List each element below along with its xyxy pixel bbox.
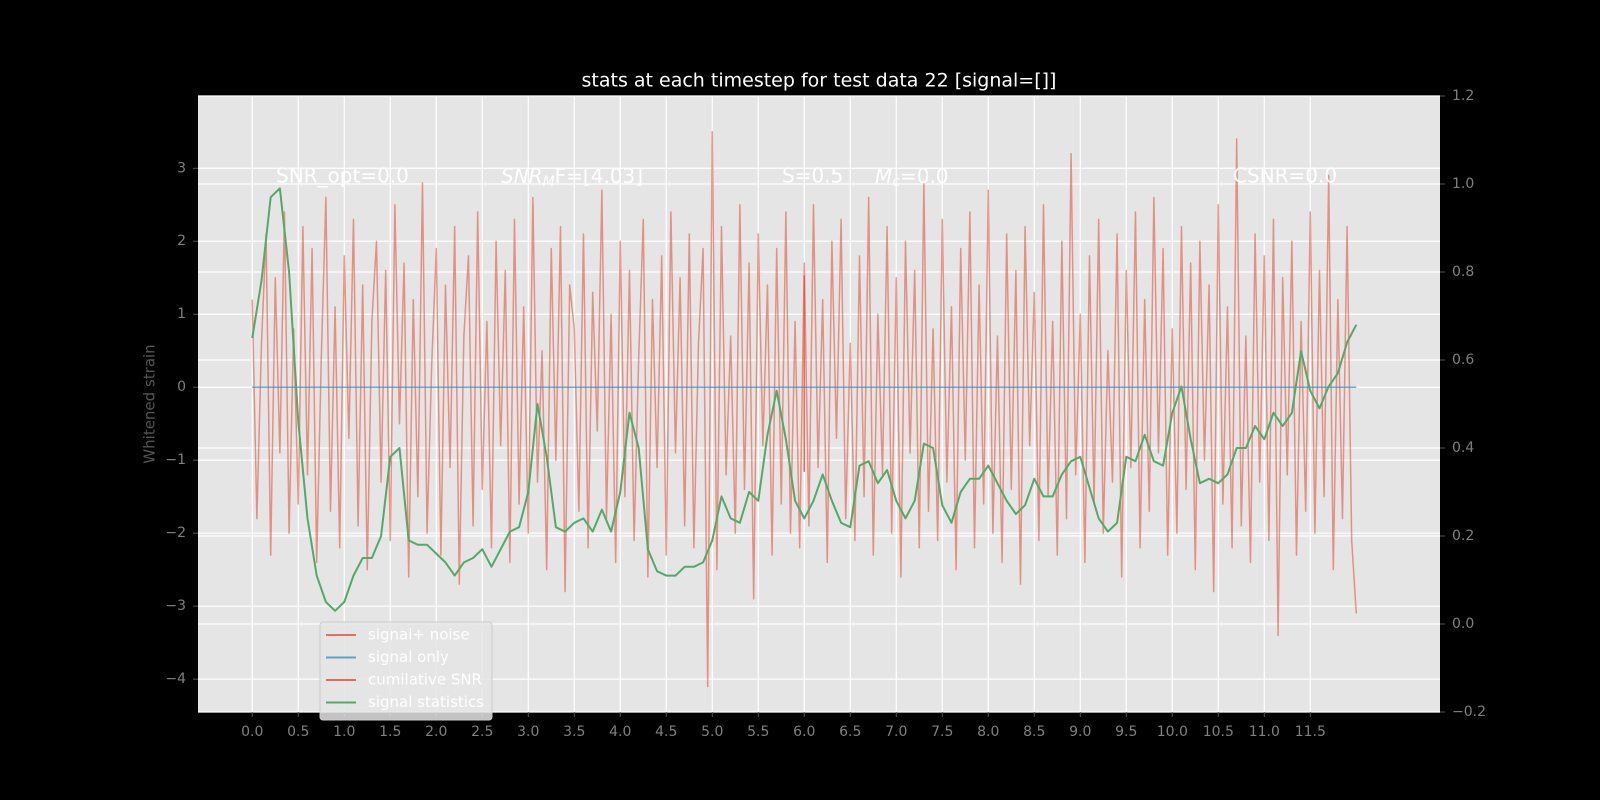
y2-tick-label: 0.0 — [1452, 616, 1474, 632]
y-axis-label: Whitened strain — [141, 344, 159, 463]
x-tick-label: 7.0 — [885, 724, 907, 740]
y-tick-label: −4 — [165, 671, 186, 687]
annotation-rest: F=[4.03] — [555, 164, 643, 188]
y-tick-label: 2 — [177, 233, 186, 249]
y-tick-label: −2 — [165, 525, 186, 541]
annotation-base: SNR — [501, 164, 543, 188]
x-tick-label: 10.5 — [1203, 724, 1234, 740]
annotation: SNR_opt=0.0 — [276, 164, 409, 188]
chart-title: stats at each timestep for test data 22 … — [582, 70, 1057, 92]
x-tick-label: 1.0 — [333, 724, 355, 740]
x-tick-label: 0.5 — [287, 724, 309, 740]
x-tick-label: 5.5 — [747, 724, 769, 740]
y-tick-label: 0 — [177, 379, 186, 395]
x-tick-label: 3.0 — [517, 724, 539, 740]
plot-area — [198, 96, 1440, 712]
annotation-base: M — [875, 164, 892, 188]
y2-tick-label: 0.2 — [1452, 528, 1474, 544]
x-tick-label: 10.0 — [1157, 724, 1188, 740]
y-tick-label: 1 — [177, 306, 186, 322]
series-line — [251, 187, 1358, 612]
annotation-sub: M — [543, 174, 555, 190]
y-tick-label: −1 — [165, 452, 186, 468]
annotation: S=0.5 — [782, 164, 843, 188]
y-tick-label: −3 — [165, 598, 186, 614]
x-tick-label: 11.5 — [1295, 724, 1326, 740]
legend-box — [319, 621, 493, 721]
annotation-rest: =0.0 — [900, 164, 949, 188]
y2-tick-label: −0.2 — [1452, 704, 1486, 720]
annotation: Mc=0.0 — [875, 164, 949, 191]
x-tick-label: 8.5 — [1023, 724, 1045, 740]
annotation-sub: c — [892, 174, 900, 190]
x-tick-label: 8.0 — [977, 724, 999, 740]
y2-tick-label: 0.6 — [1452, 352, 1474, 368]
x-tick-label: 6.5 — [839, 724, 861, 740]
x-tick-label: 3.5 — [563, 724, 585, 740]
x-tick-label: 9.0 — [1069, 724, 1091, 740]
x-tick-label: 9.5 — [1115, 724, 1137, 740]
legend-label: cumilative SNR — [368, 671, 482, 689]
legend-label: signal+ noise — [368, 626, 470, 644]
x-tick-label: 11.0 — [1249, 724, 1280, 740]
y2-tick-label: 0.4 — [1452, 440, 1474, 456]
y2-tick-label: 1.0 — [1452, 176, 1474, 192]
x-tick-label: 1.5 — [379, 724, 401, 740]
x-tick-label: 5.0 — [701, 724, 723, 740]
x-tick-label: 2.5 — [471, 724, 493, 740]
annotation: CSNR=0.0 — [1233, 164, 1337, 188]
x-tick-label: 7.5 — [931, 724, 953, 740]
series-line — [251, 131, 1358, 688]
legend-label: signal statistics — [368, 693, 484, 711]
x-tick-label: 6.0 — [793, 724, 815, 740]
x-tick-label: 4.0 — [609, 724, 631, 740]
annotation: SNRMF=[4.03] — [501, 164, 643, 191]
x-tick-label: 0.0 — [241, 724, 263, 740]
x-tick-label: 4.5 — [655, 724, 677, 740]
y2-tick-label: 1.2 — [1452, 88, 1474, 104]
y2-tick-label: 0.8 — [1452, 264, 1474, 280]
legend-label: signal only — [368, 648, 449, 666]
x-tick-label: 2.0 — [425, 724, 447, 740]
y-tick-label: 3 — [177, 160, 186, 176]
